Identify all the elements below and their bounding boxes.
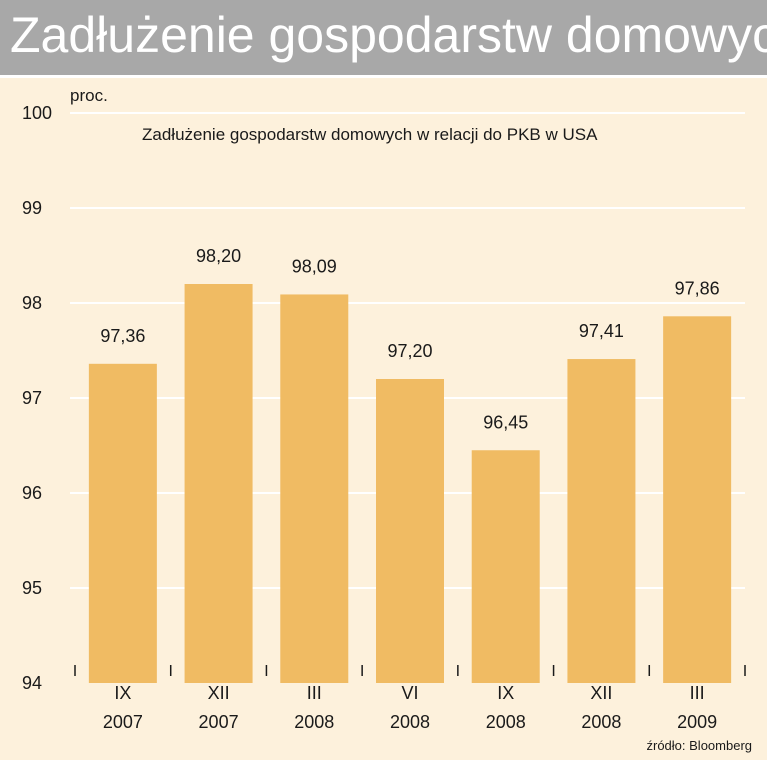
x-category-year: 2007 [103, 712, 143, 732]
x-category-month: XII [590, 683, 612, 703]
bar [567, 359, 636, 683]
value-label: 97,36 [100, 326, 145, 346]
bar [376, 379, 444, 683]
bar [663, 316, 732, 683]
y-tick-label: 94 [22, 673, 42, 693]
y-tick-label: 99 [22, 198, 42, 218]
x-category-month: IX [114, 683, 131, 703]
axes: 94 95 96 97 98 99 100 IX 2007 XII 2007 III 2008 VI 200… [22, 103, 746, 732]
chart-subtitle: Zadłużenie gospodarstw domowych w relacj… [142, 125, 598, 144]
x-category-year: 2007 [199, 712, 239, 732]
value-label: 98,09 [292, 256, 337, 276]
y-tick-label: 96 [22, 483, 42, 503]
x-category-year: 2008 [294, 712, 334, 732]
value-label: 97,20 [387, 341, 432, 361]
y-tick-label: 100 [22, 103, 52, 123]
source-note: źródło: Bloomberg [647, 738, 753, 753]
banner-title: Zadłużenie gospodarstw domowych [10, 7, 767, 63]
y-axis-unit: proc. [70, 86, 108, 105]
x-category-year: 2008 [486, 712, 526, 732]
value-label: 97,41 [579, 321, 624, 341]
x-category-year: 2008 [390, 712, 430, 732]
x-category-month: IX [497, 683, 514, 703]
x-category-month: VI [401, 683, 418, 703]
value-label: 98,20 [196, 246, 241, 266]
x-category-month: III [690, 683, 705, 703]
y-tick-label: 95 [22, 578, 42, 598]
x-category-year: 2008 [581, 712, 621, 732]
x-category-year: 2009 [677, 712, 717, 732]
value-labels: 97,36 98,20 98,09 97,20 96,45 97,41 97,86 [100, 246, 719, 432]
y-tick-label: 98 [22, 293, 42, 313]
value-label: 97,86 [675, 278, 720, 298]
x-category-month: III [307, 683, 322, 703]
bar [471, 450, 540, 683]
bars [88, 284, 732, 683]
title-banner: Zadłużenie gospodarstw domowych [0, 0, 767, 78]
bar [184, 284, 253, 683]
value-label: 96,45 [483, 412, 528, 432]
bar [88, 363, 157, 683]
x-category-month: XII [208, 683, 230, 703]
bar [280, 294, 349, 683]
y-tick-label: 97 [22, 388, 42, 408]
